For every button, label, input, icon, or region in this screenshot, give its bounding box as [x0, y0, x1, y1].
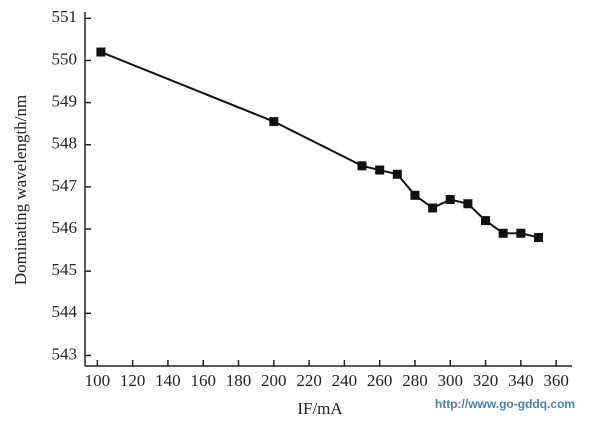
x-tick-label: 300	[438, 371, 464, 390]
x-tick-label: 260	[367, 371, 393, 390]
x-tick-label: 120	[120, 371, 146, 390]
data-point	[481, 216, 491, 226]
x-tick-label: 100	[85, 371, 111, 390]
data-point	[375, 165, 385, 175]
x-tick-label: 280	[402, 371, 428, 390]
y-axis-label: Dominating wavelength/nm	[11, 95, 30, 285]
x-tick-label: 160	[190, 371, 216, 390]
data-point	[410, 190, 420, 200]
x-tick-label: 240	[332, 371, 358, 390]
x-tick-label: 360	[543, 371, 569, 390]
x-tick-label: 140	[155, 371, 181, 390]
data-point	[428, 203, 438, 213]
data-point	[96, 47, 106, 57]
data-point	[392, 169, 402, 179]
x-tick-label: 320	[473, 371, 499, 390]
x-tick-label: 220	[296, 371, 322, 390]
watermark: http://www.go-gddq.com	[435, 397, 575, 411]
data-point	[533, 232, 543, 242]
data-point	[357, 161, 367, 171]
y-tick-label: 550	[52, 49, 78, 68]
y-tick-label: 544	[52, 302, 78, 321]
y-tick-label: 546	[52, 218, 78, 237]
data-point	[269, 117, 279, 127]
data-point	[498, 228, 508, 238]
y-tick-label: 551	[52, 7, 78, 26]
data-point	[463, 199, 473, 209]
y-tick-label: 545	[52, 260, 78, 279]
y-tick-label: 543	[52, 344, 78, 363]
data-point	[516, 228, 526, 238]
y-tick-label: 549	[52, 92, 78, 111]
x-tick-label: 340	[508, 371, 534, 390]
y-tick-label: 547	[52, 176, 78, 195]
data-point	[445, 195, 455, 205]
x-axis-label: IF/mA	[297, 399, 343, 418]
x-tick-label: 180	[226, 371, 252, 390]
x-tick-label: 200	[261, 371, 287, 390]
y-tick-label: 548	[52, 134, 78, 153]
